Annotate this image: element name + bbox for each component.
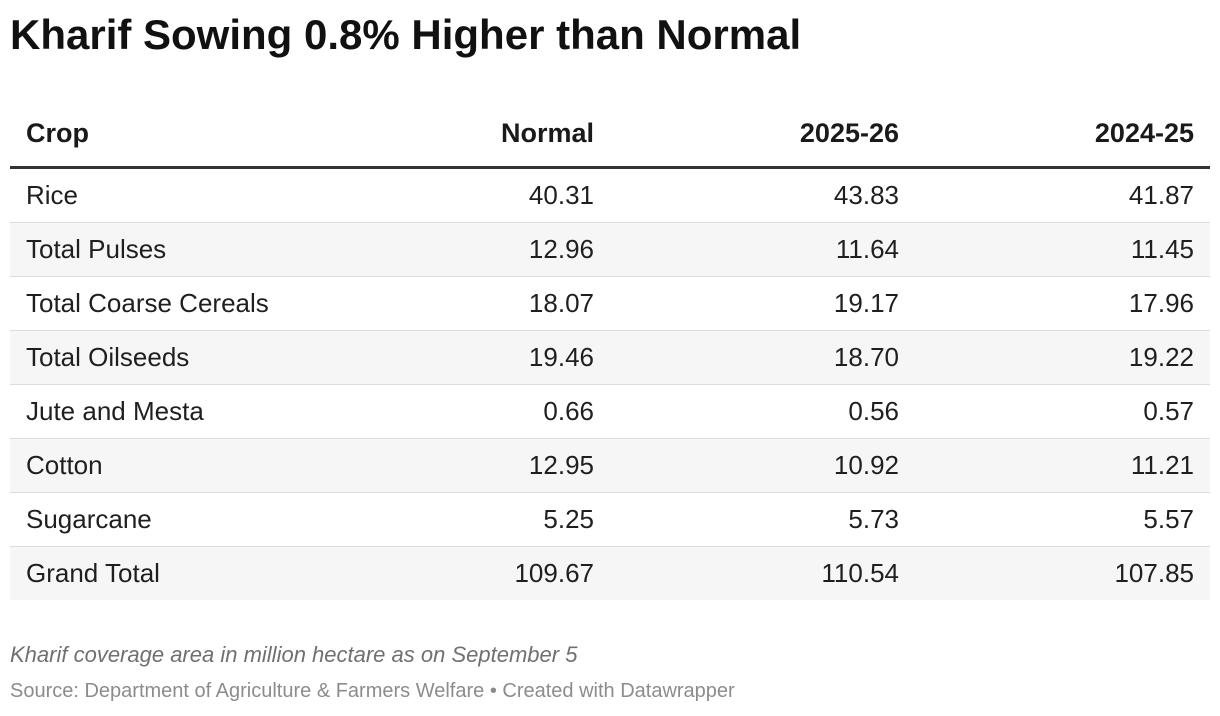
normal-cell: 5.25 — [410, 492, 610, 547]
value-2025-26-cell: 5.73 — [610, 492, 915, 547]
data-table: Crop Normal 2025-26 2024-25 Rice 40.31 4… — [10, 100, 1210, 600]
value-2025-26-cell: 10.92 — [610, 438, 915, 493]
table-row: Total Pulses 12.96 11.64 11.45 — [10, 222, 1210, 277]
value-2024-25-cell: 17.96 — [915, 276, 1210, 331]
value-2024-25-cell: 0.57 — [915, 384, 1210, 439]
value-2025-26-cell: 110.54 — [610, 546, 915, 600]
table-header-row: Crop Normal 2025-26 2024-25 — [10, 100, 1210, 169]
column-header-2025-26[interactable]: 2025-26 — [610, 100, 915, 169]
data-table-container: Crop Normal 2025-26 2024-25 Rice 40.31 4… — [10, 100, 1210, 600]
value-2024-25-cell: 11.45 — [915, 222, 1210, 277]
normal-cell: 12.96 — [410, 222, 610, 277]
value-2024-25-cell: 5.57 — [915, 492, 1210, 547]
value-2025-26-cell: 19.17 — [610, 276, 915, 331]
crop-cell: Grand Total — [10, 546, 410, 600]
chart-title: Kharif Sowing 0.8% Higher than Normal — [10, 11, 802, 58]
value-2025-26-cell: 18.70 — [610, 330, 915, 385]
table-row: Jute and Mesta 0.66 0.56 0.57 — [10, 384, 1210, 439]
table-row: Total Oilseeds 19.46 18.70 19.22 — [10, 330, 1210, 385]
value-2024-25-cell: 19.22 — [915, 330, 1210, 385]
normal-cell: 19.46 — [410, 330, 610, 385]
table-row: Rice 40.31 43.83 41.87 — [10, 167, 1210, 223]
value-2024-25-cell: 41.87 — [915, 167, 1210, 223]
chart-note: Kharif coverage area in million hectare … — [10, 642, 578, 667]
column-header-crop[interactable]: Crop — [10, 100, 410, 169]
crop-cell: Total Pulses — [10, 222, 410, 277]
chart-source: Source: Department of Agriculture & Farm… — [10, 680, 735, 702]
value-2025-26-cell: 11.64 — [610, 222, 915, 277]
normal-cell: 40.31 — [410, 167, 610, 223]
table-row-grand-total: Grand Total 109.67 110.54 107.85 — [10, 546, 1210, 600]
crop-cell: Cotton — [10, 438, 410, 493]
crop-cell: Jute and Mesta — [10, 384, 410, 439]
value-2024-25-cell: 107.85 — [915, 546, 1210, 600]
normal-cell: 0.66 — [410, 384, 610, 439]
crop-cell: Total Oilseeds — [10, 330, 410, 385]
table-row: Total Coarse Cereals 18.07 19.17 17.96 — [10, 276, 1210, 331]
normal-cell: 109.67 — [410, 546, 610, 600]
normal-cell: 12.95 — [410, 438, 610, 493]
value-2025-26-cell: 0.56 — [610, 384, 915, 439]
value-2025-26-cell: 43.83 — [610, 167, 915, 223]
column-header-normal[interactable]: Normal — [410, 100, 610, 169]
column-header-2024-25[interactable]: 2024-25 — [915, 100, 1210, 169]
value-2024-25-cell: 11.21 — [915, 438, 1210, 493]
crop-cell: Sugarcane — [10, 492, 410, 547]
crop-cell: Rice — [10, 167, 410, 223]
table-row: Cotton 12.95 10.92 11.21 — [10, 438, 1210, 493]
normal-cell: 18.07 — [410, 276, 610, 331]
table-row: Sugarcane 5.25 5.73 5.57 — [10, 492, 1210, 547]
crop-cell: Total Coarse Cereals — [10, 276, 410, 331]
